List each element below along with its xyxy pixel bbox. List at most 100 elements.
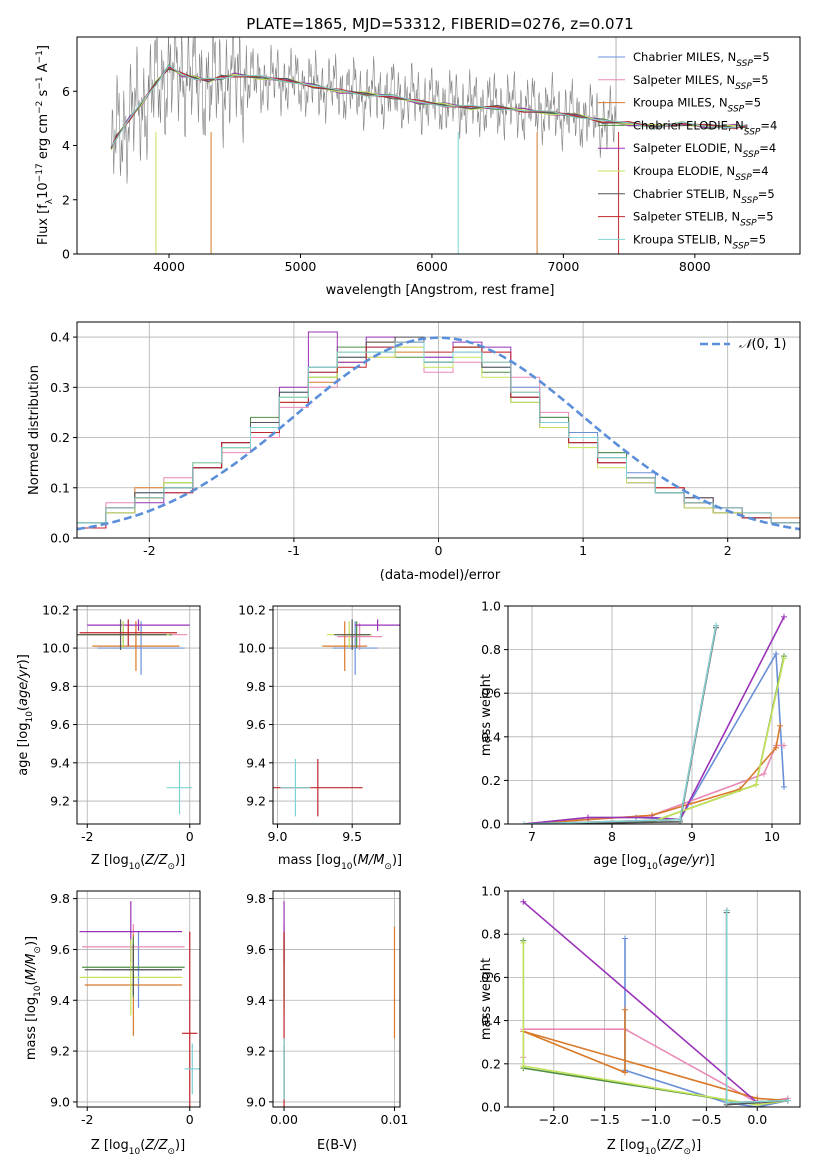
plot-area [110, 37, 748, 254]
x-tick-label: -2 [81, 829, 93, 844]
y-tick-label: 1.0 [481, 884, 501, 899]
x-tick-label: 8 [608, 829, 616, 844]
y-tick-label: 6 [62, 84, 70, 99]
label-part: =5 [744, 96, 761, 110]
legend-label: Salpeter ELODIE, NSSP=4 [633, 141, 776, 160]
y-axis-label: Flux [fλ10−17 erg cm−2 s−1 A−1] [35, 45, 55, 245]
x-axis-label: age [log10(age/yr)] [593, 853, 715, 872]
label-part: (0, 1) [751, 337, 786, 352]
y-tick-label: 9.2 [246, 1044, 266, 1059]
y-tick-label: 0.6 [481, 970, 501, 985]
panel-massweight_vs_Z: −2.0 −1.5 −1.0 −0.5 0.0 0.0 0.2 0.4 0.6 0.8 1.0 Z [… [479, 884, 801, 1157]
label-part: Z [log [91, 853, 129, 868]
x-axis-label: wavelength [Angstrom, rest frame] [326, 283, 555, 298]
label-part: )] [691, 1138, 701, 1153]
x-tick-label: 7 [528, 829, 536, 844]
label-part: −17 [35, 163, 45, 182]
x-tick-label: 4000 [153, 259, 185, 274]
legend-label: Kroupa STELIB, NSSP=5 [633, 232, 766, 251]
label-part: age [log [593, 853, 646, 868]
x-tick-label: 5000 [285, 259, 317, 274]
y-tick-label: 10.2 [42, 602, 70, 617]
y-tick-label: 0 [62, 247, 70, 262]
mass-weight-marker [781, 742, 787, 749]
x-tick-label: −1.5 [589, 1112, 619, 1127]
label-part: SSP [743, 150, 760, 160]
y-tick-label: 9.8 [50, 679, 70, 694]
label-part: 10 [33, 985, 43, 997]
label-part: Salpeter ELODIE, N [633, 141, 743, 155]
label-part: Z/Z [660, 1138, 684, 1153]
x-tick-label: 0.00 [270, 1112, 298, 1127]
mass-weight-line [523, 651, 785, 824]
y-tick-label: 1.0 [481, 599, 501, 614]
x-axis-label: E(B-V) [317, 1138, 357, 1153]
mass-weight-marker [520, 898, 527, 905]
label-part: 10 [645, 1147, 657, 1157]
histogram-step [77, 341, 800, 524]
label-part: )] [175, 1138, 185, 1153]
legend-label: Chabrier ELODIE, NSSP=4 [633, 118, 777, 137]
x-tick-label: -1 [288, 543, 300, 558]
mass-weight-marker [622, 935, 629, 942]
label-part: ( [140, 1138, 145, 1153]
label-part: SSP [740, 219, 757, 229]
y-tick-label: 9.4 [246, 993, 266, 1008]
y-tick-label: 9.4 [246, 755, 266, 770]
label-part: )] [24, 936, 39, 946]
x-tick-label: 0 [435, 543, 443, 558]
axes-frame [507, 605, 801, 825]
legend-label: Kroupa ELODIE, NSSP=4 [633, 164, 769, 183]
x-tick-label: 7000 [547, 259, 579, 274]
x-tick-label: −2.0 [539, 1112, 569, 1127]
y-tick-label: 9.2 [246, 794, 266, 809]
label-part: =5 [749, 232, 766, 246]
label-part: 10 [341, 862, 353, 872]
label-part: −2 [35, 101, 45, 114]
mass-weight-line [523, 625, 717, 824]
legend-label: Chabrier MILES, NSSP=5 [633, 50, 770, 69]
label-part: SSP [728, 105, 745, 115]
mass-weight-marker [777, 722, 783, 729]
mass-weight-marker [723, 1099, 730, 1106]
label-part: Kroupa MILES, N [633, 96, 728, 110]
label-part: 10 [646, 862, 658, 872]
label-part: SSP [735, 173, 752, 183]
plot-area [273, 619, 400, 817]
y-tick-label: 9.4 [50, 755, 70, 770]
panel-age_vs_Z: -2 09.29.49.69.810.010.2Z [log10(Z/Z⊙)]ag… [16, 602, 201, 872]
y-tick-label: 9.8 [50, 891, 70, 906]
x-axis-label: Z [log10(Z/Z⊙)] [607, 1138, 701, 1157]
y-tick-label: 0.8 [481, 642, 501, 657]
legend-label: Kroupa MILES, NSSP=5 [633, 96, 761, 115]
label-part: =5 [758, 187, 775, 201]
plot-area [283, 901, 396, 1107]
y-tick-label: 10.0 [42, 641, 70, 656]
x-tick-label: 0 [186, 1112, 194, 1127]
y-tick-label: 0.0 [481, 1100, 501, 1115]
panel-mass_vs_EBV: 0.00 0.01 9.0 9.2 9.4 9.6 9.8 E(B-V) [246, 890, 408, 1153]
mass-weight-marker [520, 939, 527, 946]
y-tick-label: 9.8 [246, 891, 266, 906]
label-part: ( [658, 853, 663, 868]
label-part: ⊙ [683, 1147, 691, 1157]
y-tick-label: 9.6 [50, 717, 70, 732]
label-part: SSP [733, 241, 750, 251]
y-tick-label: 9.6 [246, 942, 266, 957]
label-part: ( [353, 853, 358, 868]
label-part: Kroupa STELIB, N [633, 232, 733, 246]
plot-area [520, 898, 791, 1107]
mass-weight-marker [723, 907, 730, 914]
x-tick-label: 10 [764, 829, 780, 844]
label-part: ⊙ [384, 862, 392, 872]
y-axis-label: Normed distribution [27, 365, 42, 495]
label-part: Z [log [607, 1138, 645, 1153]
y-tick-label: 9.6 [50, 942, 70, 957]
label-part: Z/Z [144, 1138, 168, 1153]
mass-weight-line [523, 658, 785, 824]
x-axis-label: mass [log10(M/M⊙)] [278, 853, 402, 872]
label-part: ( [140, 853, 145, 868]
mass-weight-marker [773, 744, 779, 751]
plot-area [77, 619, 193, 815]
